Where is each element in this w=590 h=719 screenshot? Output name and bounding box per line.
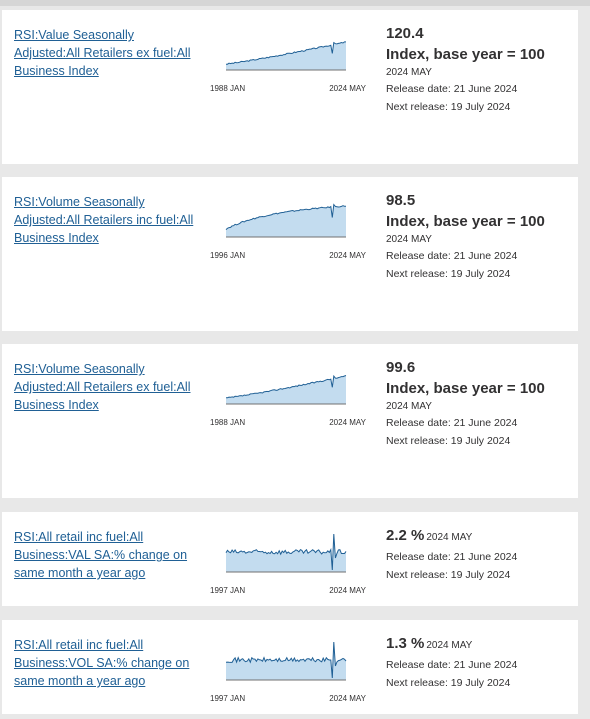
series-meta: 2.2 % 2024 MAY Release date: 21 June 2024…	[386, 526, 576, 584]
release-date: Release date: 21 June 2024	[386, 551, 518, 563]
latest-value: 120.4	[386, 25, 424, 42]
series-meta: 1.3 % 2024 MAY Release date: 21 June 2024…	[386, 634, 576, 692]
latest-value-number: 1.3 %	[386, 635, 425, 652]
sparkline-start-label: 1997 JAN	[210, 694, 246, 703]
series-title-link[interactable]: RSI:Volume Seasonally Adjusted:All Retai…	[14, 362, 191, 412]
series-card: RSI:All retail inc fuel:All Business:VOL…	[2, 620, 578, 714]
series-title-link[interactable]: RSI:Value Seasonally Adjusted:All Retail…	[14, 28, 191, 78]
sparkline: 1988 JAN 2024 MAY	[206, 22, 366, 93]
latest-value: 98.5	[386, 192, 416, 209]
release-date: Release date: 21 June 2024	[386, 83, 518, 95]
sparkline-line	[225, 641, 347, 679]
series-card: RSI:All retail inc fuel:All Business:VAL…	[2, 512, 578, 606]
sparkline-line	[225, 203, 347, 230]
sparkline-chart	[225, 533, 347, 573]
release-date: Release date: 21 June 2024	[386, 417, 518, 429]
sparkline-chart	[225, 374, 347, 405]
top-divider	[0, 0, 590, 6]
sparkline-area	[226, 375, 346, 404]
sparkline: 1997 JAN 2024 MAY	[206, 524, 366, 595]
sparkline-area	[226, 534, 346, 572]
series-meta: 98.5 Index, base year = 100 2024 MAY Rel…	[386, 191, 576, 283]
latest-value: 2.2 % 2024 MAY	[386, 526, 576, 548]
sparkline-line	[225, 533, 347, 571]
next-release: Next release: 19 July 2024	[386, 268, 511, 280]
value-unit: Index, base year = 100	[386, 213, 545, 230]
sparkline-end-label: 2024 MAY	[329, 84, 366, 93]
sparkline-chart	[225, 641, 347, 681]
sparkline-start-label: 1988 JAN	[210, 84, 246, 93]
next-release: Next release: 19 July 2024	[386, 569, 511, 581]
sparkline: 1988 JAN 2024 MAY	[206, 356, 366, 427]
release-date: Release date: 21 June 2024	[386, 659, 518, 671]
latest-value-number: 2.2 %	[386, 527, 425, 544]
latest-period: 2024 MAY	[426, 640, 473, 651]
sparkline-start-label: 1988 JAN	[210, 418, 246, 427]
series-title-link[interactable]: RSI:All retail inc fuel:All Business:VAL…	[14, 530, 188, 580]
value-unit: Index, base year = 100	[386, 46, 545, 63]
latest-value: 99.6	[386, 359, 416, 376]
sparkline-end-label: 2024 MAY	[329, 251, 366, 260]
latest-value: 1.3 % 2024 MAY	[386, 634, 576, 656]
sparkline-chart	[225, 203, 347, 238]
series-meta: 99.6 Index, base year = 100 2024 MAY Rel…	[386, 358, 576, 450]
value-unit: Index, base year = 100	[386, 380, 545, 397]
sparkline-chart	[226, 41, 346, 71]
series-card: RSI:Volume Seasonally Adjusted:All Retai…	[2, 344, 578, 498]
latest-period: 2024 MAY	[386, 67, 432, 78]
series-card: RSI:Volume Seasonally Adjusted:All Retai…	[2, 177, 578, 331]
sparkline-start-label: 1997 JAN	[210, 586, 246, 595]
next-release: Next release: 19 July 2024	[386, 435, 511, 447]
series-title-link[interactable]: RSI:All retail inc fuel:All Business:VOL…	[14, 638, 190, 688]
sparkline-end-label: 2024 MAY	[329, 418, 366, 427]
next-release: Next release: 19 July 2024	[386, 677, 511, 689]
sparkline-end-label: 2024 MAY	[329, 694, 366, 703]
sparkline-area	[226, 204, 346, 237]
sparkline-area	[226, 642, 346, 680]
sparkline-start-label: 1996 JAN	[210, 251, 246, 260]
latest-period: 2024 MAY	[386, 401, 432, 412]
sparkline: 1996 JAN 2024 MAY	[206, 189, 366, 260]
series-title-link[interactable]: RSI:Volume Seasonally Adjusted:All Retai…	[14, 195, 194, 245]
latest-period: 2024 MAY	[426, 532, 473, 543]
latest-period: 2024 MAY	[386, 234, 432, 245]
next-release: Next release: 19 July 2024	[386, 101, 511, 113]
sparkline-line	[225, 374, 347, 399]
series-card: RSI:Value Seasonally Adjusted:All Retail…	[2, 10, 578, 164]
sparkline: 1997 JAN 2024 MAY	[206, 632, 366, 703]
release-date: Release date: 21 June 2024	[386, 250, 518, 262]
sparkline-end-label: 2024 MAY	[329, 586, 366, 595]
series-meta: 120.4 Index, base year = 100 2024 MAY Re…	[386, 24, 576, 116]
sparkline-line	[226, 41, 346, 65]
